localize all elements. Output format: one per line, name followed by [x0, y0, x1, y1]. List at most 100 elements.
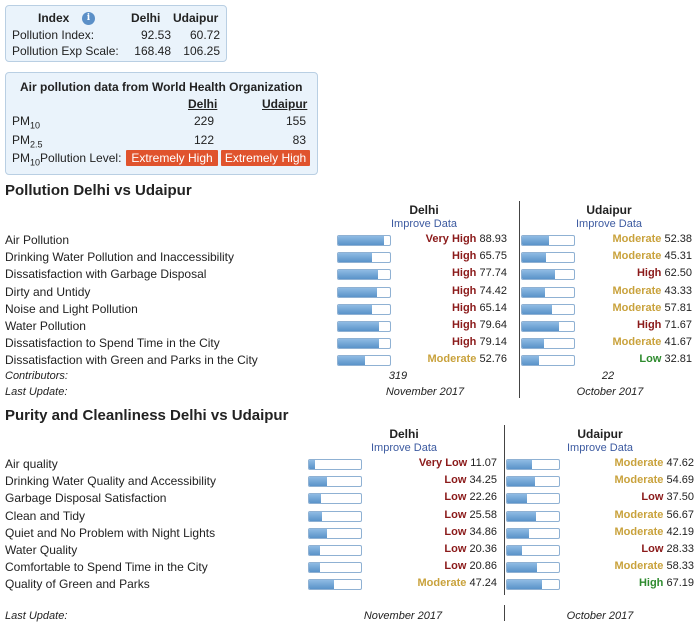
pollution-udaipur-bar: [521, 269, 575, 281]
level-value: 20.36: [469, 543, 497, 555]
pollution-udaipur-level: Moderate 41.67: [580, 336, 693, 348]
purity-section-title: Purity and Cleanliness Delhi vs Udaipur: [5, 407, 289, 424]
pollution-delhi-bar: [337, 269, 391, 281]
purity-row-label: Garbage Disposal Satisfaction: [5, 491, 167, 506]
level-word: Moderate: [614, 457, 664, 469]
purity-udaipur-level: Moderate 47.62: [582, 457, 695, 469]
pollution-udaipur-level: High 71.67: [580, 319, 692, 331]
purity-delhi-level: Low 20.86: [385, 560, 497, 572]
pollution-delhi-head: Delhi: [409, 203, 439, 217]
purity-udaipur-bar: [506, 579, 560, 591]
level-word: Low: [444, 508, 467, 521]
level-value: 22.26: [469, 491, 497, 504]
level-word: Moderate: [612, 284, 662, 297]
pollution-row-label: Air Pollution: [5, 233, 70, 247]
level-word: Low: [444, 560, 467, 573]
index-box: Index i Delhi Udaipur Pollution Index: 9…: [5, 5, 227, 62]
pm10-level-udaipur-badge: Extremely High: [221, 150, 310, 166]
purity-delhi-bar: [308, 476, 362, 488]
pollution-delhi-bar-fill: [338, 236, 385, 245]
purity-delhi-bar: [308, 579, 362, 591]
pollution-delhi-bar: [337, 235, 391, 246]
level-word: Moderate: [614, 560, 664, 573]
purity-udaipur-bar-fill: [507, 563, 538, 573]
pollution-delhi-improve-link[interactable]: Improve Data: [390, 218, 458, 230]
pollution-index-delhi: 92.53: [140, 28, 171, 42]
pollution-delhi-level: Moderate 52.76: [395, 353, 508, 365]
who-title: Air pollution data from World Health Org…: [20, 80, 303, 94]
purity-udaipur-bar-fill: [507, 477, 536, 487]
index-title: Index: [38, 11, 70, 25]
purity-udaipur-level: Low 28.33: [582, 543, 694, 555]
level-word: Low: [444, 491, 467, 504]
who-col-delhi: Delhi: [188, 97, 218, 111]
purity-row-label: Quiet and No Problem with Night Lights: [5, 525, 216, 540]
pollution-delhi-bar-fill: [338, 270, 379, 280]
pollution-delhi-level: High 74.42: [395, 285, 507, 297]
level-value: 20.86: [469, 560, 497, 573]
purity-row-label: Air quality: [5, 457, 58, 471]
purity-udaipur-bar: [506, 510, 560, 522]
pollution-udaipur-bar: [521, 321, 575, 332]
level-word: Very High: [425, 233, 477, 245]
level-value: 37.50: [666, 491, 694, 504]
purity-delhi-bar-fill: [309, 580, 334, 590]
pollution-delhi-bar-fill: [338, 304, 372, 314]
pollution-delhi-level: Very High 88.93: [395, 233, 507, 245]
level-word: Low: [444, 525, 467, 538]
pollution-delhi-bar: [337, 303, 391, 315]
pollution-udaipur-head: Udaipur: [586, 203, 632, 217]
purity-udaipur-level: Moderate 42.19: [582, 525, 695, 538]
pollution-udaipur-bar-fill: [522, 253, 546, 263]
purity-delhi-level: Moderate 47.24: [385, 577, 498, 590]
purity-column-divider-bottom: [504, 605, 505, 621]
purity-delhi-bar: [308, 527, 362, 539]
pollution-delhi-bar-fill: [338, 356, 366, 366]
purity-udaipur-improve-link[interactable]: Improve Data: [566, 442, 634, 454]
level-word: Moderate: [614, 474, 664, 487]
pollution-exp-label: Pollution Exp Scale:: [12, 44, 119, 58]
purity-delhi-bar-fill: [309, 477, 327, 487]
pollution-last-update-udaipur: October 2017: [576, 386, 644, 398]
purity-udaipur-bar-fill: [507, 546, 522, 555]
purity-delhi-bar-fill: [309, 511, 323, 521]
purity-delhi-bar-fill: [309, 528, 328, 538]
purity-row-label: Clean and Tidy: [5, 508, 86, 523]
who-air-pollution-box: Air pollution data from World Health Org…: [5, 72, 318, 175]
pollution-udaipur-level: Moderate 43.33: [580, 284, 693, 297]
pollution-row-label: Dirty and Untidy: [5, 284, 91, 299]
level-word: Moderate: [612, 233, 662, 245]
pollution-contributors-delhi: 319: [388, 370, 408, 382]
info-icon[interactable]: i: [82, 12, 95, 25]
pollution-udaipur-bar-fill: [522, 287, 545, 297]
purity-udaipur-bar: [506, 459, 560, 470]
level-value: 57.81: [664, 301, 692, 314]
pollution-row-label: Dissatisfaction to Spend Time in the Cit…: [5, 336, 220, 351]
level-value: 42.19: [666, 525, 694, 538]
level-value: 67.19: [666, 577, 694, 590]
index-col-udaipur: Udaipur: [173, 11, 219, 25]
purity-last-update-delhi: November 2017: [363, 610, 443, 622]
purity-delhi-level: Low 20.36: [385, 543, 497, 555]
level-word: Moderate: [417, 577, 467, 590]
pollution-last-update-delhi: November 2017: [385, 386, 465, 398]
pollution-udaipur-level: Moderate 52.38: [580, 233, 693, 245]
purity-udaipur-bar: [506, 562, 560, 574]
pollution-index-udaipur: 60.72: [189, 28, 220, 42]
pm10-level-delhi-badge: Extremely High: [126, 150, 218, 166]
level-value: 32.81: [664, 353, 692, 366]
level-word: High: [451, 301, 477, 314]
purity-delhi-improve-link[interactable]: Improve Data: [370, 442, 438, 454]
level-value: 34.25: [469, 474, 497, 487]
pollution-udaipur-level: Low 32.81: [580, 353, 692, 365]
purity-udaipur-bar-fill: [507, 528, 529, 538]
purity-row-label: Quality of Green and Parks: [5, 577, 150, 592]
level-value: 54.69: [666, 474, 694, 487]
level-value: 28.33: [666, 543, 694, 555]
pollution-delhi-level: High 79.14: [395, 336, 507, 348]
purity-udaipur-level: Low 37.50: [582, 491, 694, 503]
level-word: High: [451, 336, 477, 349]
pollution-udaipur-bar-fill: [522, 304, 553, 314]
pollution-udaipur-improve-link[interactable]: Improve Data: [575, 218, 643, 230]
purity-delhi-level: Very Low 11.07: [385, 457, 497, 469]
